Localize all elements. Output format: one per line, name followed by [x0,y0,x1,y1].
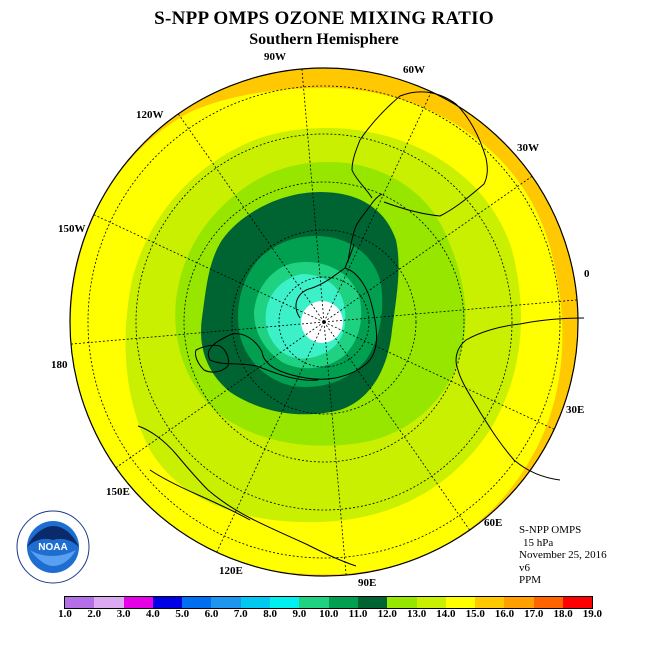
noaa-logo: NOAA [16,510,90,584]
antarctic-peninsula-coastline [347,193,383,263]
colorbar-tick-label: 8.0 [263,608,277,620]
lon-label-150e: 150E [106,486,130,498]
colorbar-tick-label: 4.0 [146,608,160,620]
noaa-logo-text: NOAA [38,542,67,553]
lon-label-90e: 90E [358,577,377,589]
colorbar-tick-label: 9.0 [292,608,307,620]
lon-label-120e: 120E [219,565,243,577]
colorbar-segment [475,597,505,608]
colorbar-segment [182,597,212,608]
map-title: S-NPP OMPS OZONE MIXING RATIO [154,8,494,29]
info-instrument: S-NPP OMPS [519,524,582,536]
lon-label-30w: 30W [517,142,539,154]
map-border [69,67,579,577]
colorbar-tick-label: 14.0 [436,608,456,620]
latitude-circle-15s [87,85,561,559]
colorbar-tick-label: 7.0 [233,608,248,620]
lon-label-150w: 150W [58,223,86,235]
colorbar-segment [240,597,271,608]
map-subtitle: Southern Hemisphere [249,31,399,48]
colorbar-tick-labels: 1.0 2.0 3.0 4.0 5.0 6.0 7.0 8.0 9.0 10.0 11.0 12.0 1… [0,608,648,624]
coastlines [137,91,585,567]
antarctica-coastline [207,243,378,381]
colorbar-tick-label: 12.0 [377,608,397,620]
colorbar-segment [328,597,358,608]
colorbar-tick-label: 18.0 [553,608,573,620]
colorbar-segment [504,597,534,608]
colorbar-segment [123,597,153,608]
latitude-circle-60s [231,229,417,415]
graticule [70,68,578,576]
info-level: 15 hPa [523,536,554,549]
lon-label-60w: 60W [403,64,425,76]
colorbar-segment [299,597,329,608]
colorbar-segment [387,597,417,608]
new-zealand-coastline [195,344,229,373]
info-block: S-NPP OMPS 15 hPa November 25, 2016 v6 P… [519,524,607,587]
lon-label-60e: 60E [484,517,503,529]
colorbar-segment [94,597,124,608]
colorbar-segment [445,597,476,608]
colorbar-tick-label: 19.0 [582,608,603,620]
lon-label-0: 0 [584,268,590,280]
colorbar-tick-label: 17.0 [524,608,544,620]
info-version: v6 [519,561,530,574]
lon-label-90w: 90W [264,51,286,63]
latitude-circle-75s [278,276,370,368]
colorbar-segment [211,597,241,608]
colorbar-segment [416,597,446,608]
colorbar-segment [563,597,593,608]
colorbar-segment [152,597,183,608]
lon-label-30e: 30E [566,404,585,416]
latitude-circle-45s [183,181,465,463]
colorbar-tick-label: 15.0 [465,608,485,620]
colorbar-tick-label: 3.0 [116,608,131,620]
colorbar-tick-label: 16.0 [494,608,515,620]
colorbar-tick-label: 2.0 [87,608,102,620]
info-date: November 25, 2016 [519,549,607,561]
colorbar-tick-label: 11.0 [348,608,368,620]
colorbar-segment [270,597,300,608]
lon-label-180: 180 [51,359,68,371]
colorbar-tick-label: 1.0 [58,608,72,620]
info-units: PPM [519,574,542,586]
south-america-coastline [351,91,488,217]
colorbar-tick-label: 6.0 [204,608,219,620]
pole-dot [322,320,326,324]
colorbar-segment [357,597,388,608]
lon-label-120w: 120W [136,109,164,121]
latitude-circle-30s [135,133,513,511]
africa-coastline [455,317,585,481]
colorbar-tick-label: 5.0 [175,608,190,620]
colorbar-segment [533,597,564,608]
australia-coastline [137,425,357,567]
colorbar [64,596,594,609]
colorbar-segment [65,597,95,608]
colorbar-tick-label: 10.0 [319,608,339,620]
colorbar-tick-label: 13.0 [406,608,427,620]
